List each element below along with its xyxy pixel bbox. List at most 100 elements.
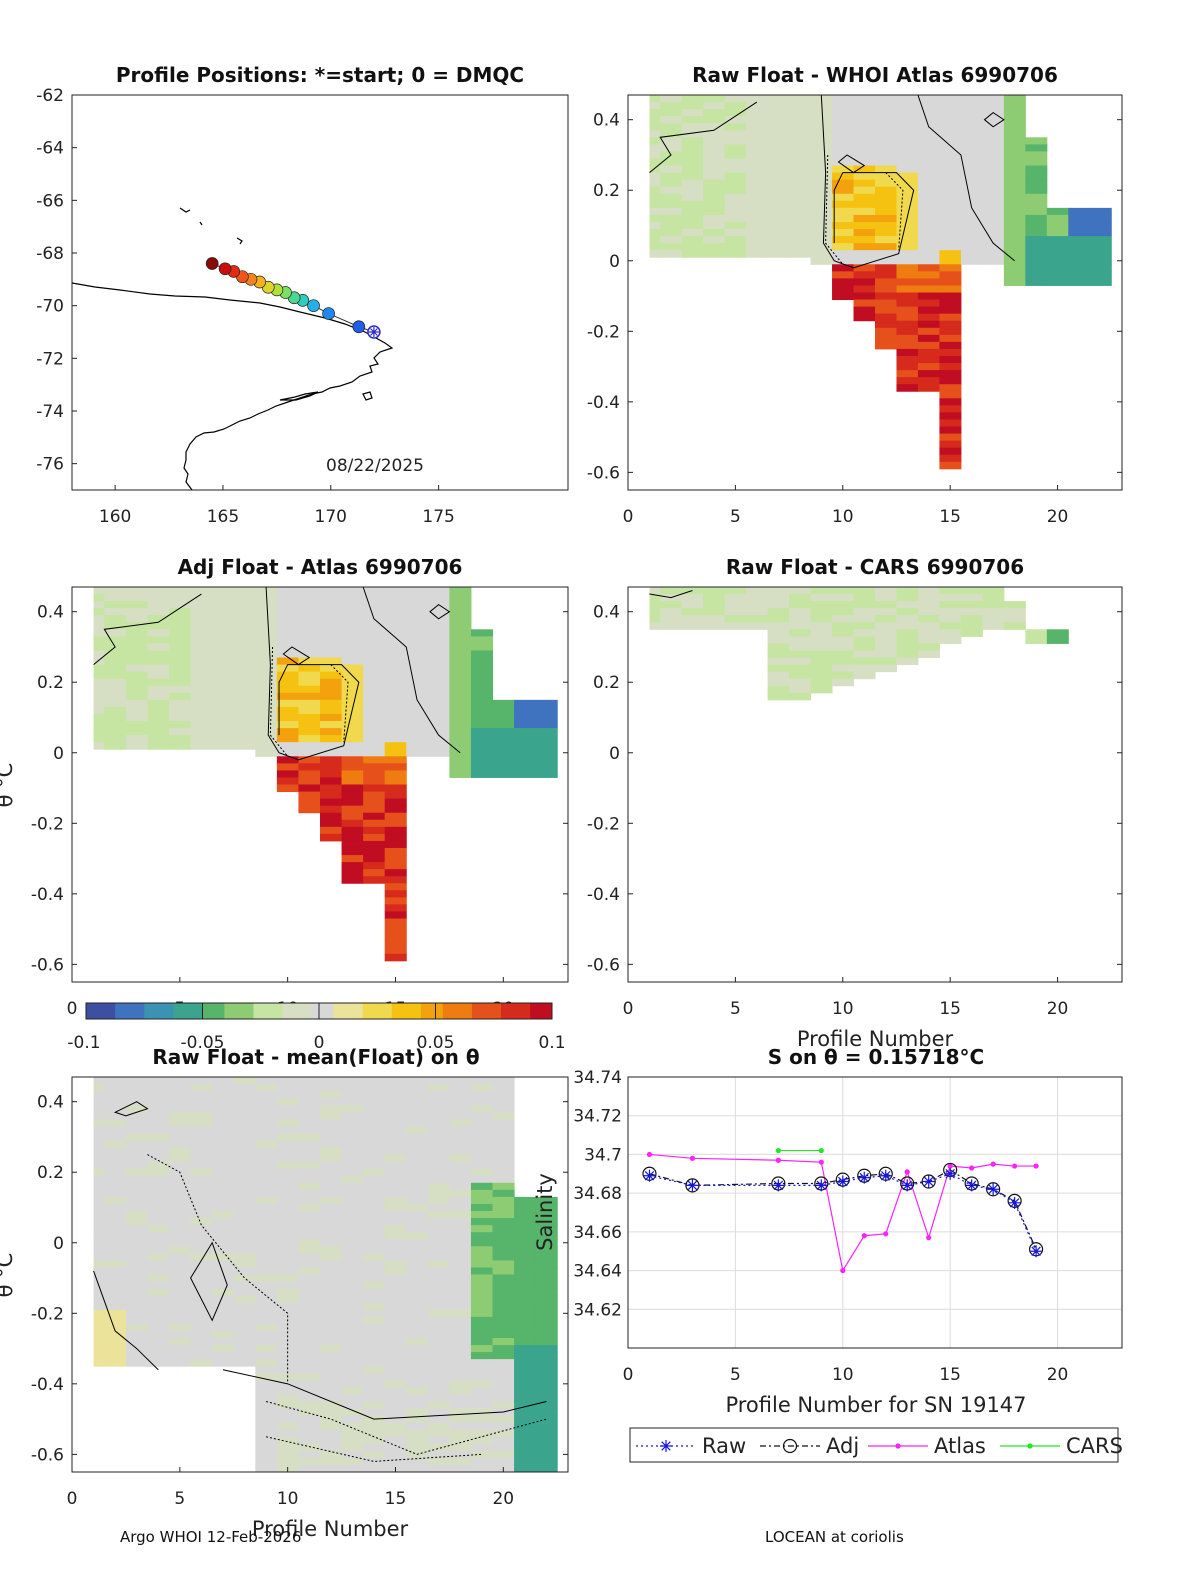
heat-cell [427,608,450,616]
heat-cell [514,1196,537,1205]
heat-cell [470,1450,494,1459]
heat-cell [169,1281,192,1290]
heat-cell [470,685,494,694]
heat-cell [276,749,299,757]
heat-cell [104,1253,127,1261]
heat-cell [93,1084,105,1092]
heat-cell [406,1330,429,1339]
heat-cell [255,749,278,757]
heat-cell [896,587,919,595]
heat-cell [896,102,919,110]
heat-cell [406,1091,429,1099]
heat-cell [917,179,940,188]
heat-cell [1025,207,1048,216]
heat-cell [255,685,278,694]
heat-cell [125,1260,148,1268]
heat-cell [320,721,343,729]
heat-cell [649,243,661,251]
heat-cell [276,1330,299,1339]
footer-right: LOCEAN at coriolis [765,1528,904,1546]
heat-cell [514,1394,537,1402]
heat-cell [703,622,726,630]
heat-cell [341,1260,364,1268]
panel-adj-atlas: Adj Float - Atlas 6990706 051015200.40.2… [0,555,569,1019]
heat-cell [276,692,299,701]
heat-cell [255,1105,278,1113]
heat-cell [190,685,213,694]
heat-cell [703,193,726,202]
heat-cell [492,1077,515,1085]
heat-cell [427,1323,450,1332]
heat-cell [492,1112,515,1120]
heat-cell [1068,271,1091,279]
heat-cell [917,636,940,644]
heat-cell [427,721,450,729]
heat-cell [341,1309,364,1318]
heat-cell [832,130,855,138]
heat-cell [875,615,897,623]
xtick-label: 10 [832,507,854,527]
heat-cell [449,1225,472,1233]
heat-cell [320,678,343,687]
heat-cell [255,1337,278,1346]
heat-cell [255,636,278,644]
heat-cell [789,151,812,159]
ytick-label: -0.6 [31,955,64,975]
heat-cell [982,165,1005,174]
heat-cell [363,812,386,821]
heat-cell [147,1126,170,1134]
heat-cell [363,1239,386,1247]
heat-cell [810,657,833,666]
heat-cell [104,1302,127,1311]
heat-cell [406,1457,429,1466]
heat-cell [427,1330,450,1339]
heat-cell [649,207,661,216]
heat-cell [449,1330,472,1339]
heat-cell [169,1189,192,1198]
heat-cell [255,1429,278,1438]
heat-cell [125,1168,148,1177]
heat-cell [320,615,343,623]
heat-cell [810,144,833,152]
heat-cell [724,137,747,145]
heat-cell [535,1239,558,1247]
heat-cell [896,594,919,602]
heat-cell [514,713,537,722]
heat-cell [724,250,747,258]
heat-cell [276,763,299,771]
heat-cell [93,1189,105,1198]
heat-cell [703,137,726,145]
heat-cell [406,1387,429,1395]
heat-cell [320,1077,343,1085]
heat-cell [233,622,256,630]
heat-cell [492,1366,515,1374]
heat-cell [384,1415,407,1424]
heat-cell [939,601,962,609]
heat-cell [212,1239,235,1247]
heat-cell [233,1189,256,1198]
heat-cell [875,229,897,237]
heat-cell [298,1112,321,1120]
heat-cell [896,243,919,251]
heat-cell [896,327,919,336]
heat-cell [660,622,683,630]
heat-cell [960,151,983,159]
heat-cell [255,1119,278,1127]
heat-cell [363,1295,386,1304]
heat-cell [169,1133,192,1141]
heat-cell [363,636,386,644]
heat-cell [427,713,450,722]
heat-cell [939,200,962,209]
point-atlas [947,1163,953,1169]
heat-cell [363,1267,386,1275]
heat-cell [363,1140,386,1149]
heat-cell [406,1373,429,1381]
xtick-label: 0 [623,507,634,527]
heat-cell [810,151,833,159]
colorbar-swatch [231,1003,240,1019]
heat-cell [1003,123,1026,131]
colorbar-swatch [450,1003,458,1019]
heat-cell [427,1091,450,1099]
heat-cell [449,770,472,778]
ytick-label: 0.4 [593,603,620,623]
